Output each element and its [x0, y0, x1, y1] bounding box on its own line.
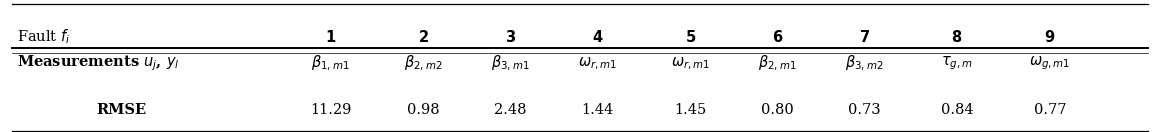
Text: $\beta_{2,m2}$: $\beta_{2,m2}$ — [404, 54, 443, 73]
Text: 0.80: 0.80 — [761, 103, 793, 117]
Text: 11.29: 11.29 — [310, 103, 351, 117]
Text: 0.77: 0.77 — [1034, 103, 1066, 117]
Text: 0.73: 0.73 — [848, 103, 880, 117]
Text: $\mathbf{8}$: $\mathbf{8}$ — [951, 29, 963, 45]
Text: 1.44: 1.44 — [581, 103, 614, 117]
Text: $\omega_{r,m1}$: $\omega_{r,m1}$ — [670, 55, 710, 72]
Text: Measurements $u_j$, $y_l$: Measurements $u_j$, $y_l$ — [17, 54, 180, 73]
Text: 2.48: 2.48 — [494, 103, 527, 117]
Text: $\beta_{3,m2}$: $\beta_{3,m2}$ — [844, 54, 884, 73]
Text: $\omega_{g,m1}$: $\omega_{g,m1}$ — [1029, 55, 1071, 72]
Text: 1.45: 1.45 — [674, 103, 706, 117]
Text: $\mathbf{1}$: $\mathbf{1}$ — [325, 29, 336, 45]
Text: $\mathbf{3}$: $\mathbf{3}$ — [505, 29, 516, 45]
Text: $\tau_{g,m}$: $\tau_{g,m}$ — [941, 55, 973, 72]
Text: $\beta_{1,m1}$: $\beta_{1,m1}$ — [311, 54, 350, 73]
Text: $\mathbf{5}$: $\mathbf{5}$ — [684, 29, 696, 45]
Text: $\mathbf{4}$: $\mathbf{4}$ — [592, 29, 603, 45]
Text: $\mathbf{2}$: $\mathbf{2}$ — [418, 29, 429, 45]
Text: 0.84: 0.84 — [941, 103, 973, 117]
Text: $\beta_{2,m1}$: $\beta_{2,m1}$ — [757, 54, 797, 73]
Text: Fault $f_i$: Fault $f_i$ — [17, 28, 71, 46]
Text: 0.98: 0.98 — [407, 103, 440, 117]
Text: $\mathbf{7}$: $\mathbf{7}$ — [858, 29, 870, 45]
Text: $\mathbf{6}$: $\mathbf{6}$ — [771, 29, 783, 45]
Text: $\omega_{r,m1}$: $\omega_{r,m1}$ — [578, 55, 617, 72]
Text: $\mathbf{9}$: $\mathbf{9}$ — [1044, 29, 1056, 45]
Text: RMSE: RMSE — [96, 103, 147, 117]
Text: $\beta_{3,m1}$: $\beta_{3,m1}$ — [491, 54, 530, 73]
